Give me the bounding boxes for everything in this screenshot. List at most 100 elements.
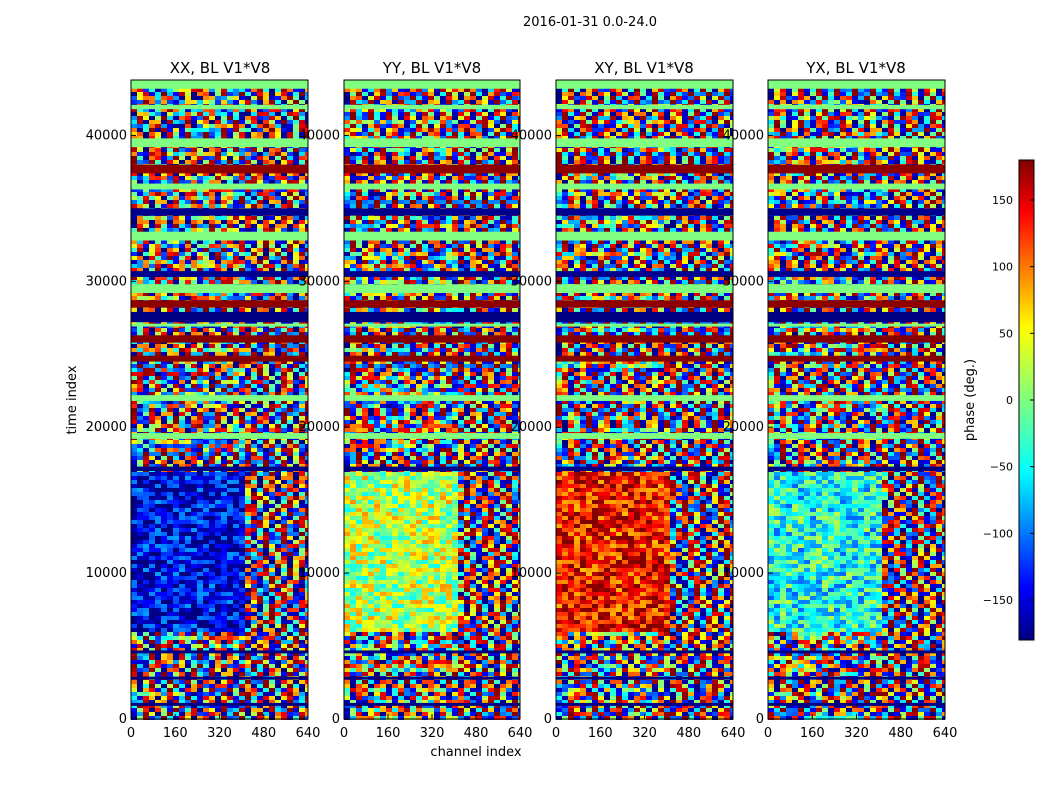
heatmap-cell (251, 92, 257, 96)
heatmap-cell (215, 504, 221, 508)
heatmap-cell (167, 688, 173, 692)
heatmap-cell (167, 568, 173, 572)
heatmap-cell (197, 408, 203, 412)
heatmap-cell (221, 708, 227, 712)
heatmap-cell (143, 692, 149, 696)
heatmap-cell (227, 440, 233, 444)
heatmap-cell (155, 512, 161, 516)
heatmap-cell (227, 456, 233, 460)
heatmap-cell (143, 128, 149, 132)
heatmap-cell (269, 496, 275, 500)
heatmap-cell (131, 560, 137, 564)
heatmap-cell (269, 440, 275, 444)
heatmap-cell (233, 628, 239, 632)
heatmap-cell (512, 88, 518, 92)
heatmap-cell (161, 248, 167, 252)
heatmap-cell (299, 108, 305, 112)
heatmap-cell (155, 292, 161, 296)
heatmap-cell (173, 472, 179, 476)
heatmap-cell (305, 176, 308, 180)
heatmap-cell (161, 596, 167, 600)
heatmap-cell (173, 308, 179, 312)
heatmap-cell (221, 528, 227, 532)
heatmap-cell (215, 640, 221, 644)
heatmap-cell (143, 524, 149, 528)
heatmap-cell (299, 716, 305, 720)
heatmap-cell (299, 364, 305, 368)
heatmap-cell (215, 92, 221, 96)
heatmap-cell (263, 584, 269, 588)
heatmap-cell (167, 364, 173, 368)
heatmap-cell (293, 428, 299, 432)
heatmap-cell (203, 628, 209, 632)
heatmap-cell (131, 248, 137, 252)
heatmap-cell (227, 552, 233, 556)
heatmap-cell (227, 548, 233, 552)
heatmap-cell (197, 696, 203, 700)
heatmap-cell (263, 440, 269, 444)
heatmap-cell (251, 400, 257, 404)
heatmap-cell (185, 132, 191, 136)
heatmap-cell (185, 640, 191, 644)
heatmap-cell (191, 600, 197, 604)
heatmap-cell (257, 156, 263, 160)
heatmap-cell (251, 536, 257, 540)
heatmap-cell (263, 596, 269, 600)
heatmap-cell (263, 176, 269, 180)
heatmap-cell (233, 708, 239, 712)
heatmap-cell (179, 88, 185, 92)
heatmap-cell (161, 180, 167, 184)
heatmap-cell (239, 88, 245, 92)
heatmap-cell (131, 136, 137, 140)
heatmap-cell (293, 204, 299, 208)
heatmap-cell (185, 424, 191, 428)
heatmap-cell (215, 344, 221, 348)
heatmap-cell (305, 552, 308, 556)
heatmap-cell (227, 240, 233, 244)
heatmap-cell (203, 276, 209, 280)
heatmap-cell (173, 484, 179, 488)
heatmap-cell (203, 564, 209, 568)
heatmap-cell (269, 448, 275, 452)
heatmap-cell (173, 156, 179, 160)
heatmap-cell (137, 584, 143, 588)
heatmap-cell (293, 704, 299, 708)
heatmap-cell (191, 444, 197, 448)
heatmap-cell (233, 600, 239, 604)
heatmap-cell (179, 452, 185, 456)
heatmap-cell (269, 116, 275, 120)
heatmap-cell (149, 364, 155, 368)
heatmap-cell (149, 124, 155, 128)
heatmap-cell (287, 276, 293, 280)
heatmap-cell (305, 484, 308, 488)
heatmap-cell (167, 608, 173, 612)
heatmap-cell (185, 472, 191, 476)
heatmap-cell (161, 628, 167, 632)
heatmap-cell (287, 520, 293, 524)
heatmap-cell (191, 488, 197, 492)
heatmap-cell (470, 88, 476, 92)
heatmap-cell (143, 652, 149, 656)
heatmap-cell (173, 344, 179, 348)
heatmap-cell (137, 160, 143, 164)
heatmap-cell (251, 580, 257, 584)
heatmap-cell (149, 496, 155, 500)
heatmap-cell (203, 88, 209, 92)
heatmap-cell (269, 508, 275, 512)
heatmap-cell (263, 268, 269, 272)
heatmap-cell (155, 268, 161, 272)
heatmap-cell (281, 200, 287, 204)
heatmap-cell (179, 268, 185, 272)
heatmap-cell (233, 496, 239, 500)
heatmap-cell (221, 268, 227, 272)
heatmap-cell (185, 204, 191, 208)
heatmap-cell (215, 600, 221, 604)
heatmap-cell (179, 484, 185, 488)
heatmap-cell (167, 200, 173, 204)
heatmap-cell (143, 160, 149, 164)
heatmap-cell (281, 508, 287, 512)
heatmap-cell (251, 668, 257, 672)
heatmap-cell (245, 452, 251, 456)
heatmap-cell (422, 88, 428, 92)
heatmap-cell (251, 664, 257, 668)
